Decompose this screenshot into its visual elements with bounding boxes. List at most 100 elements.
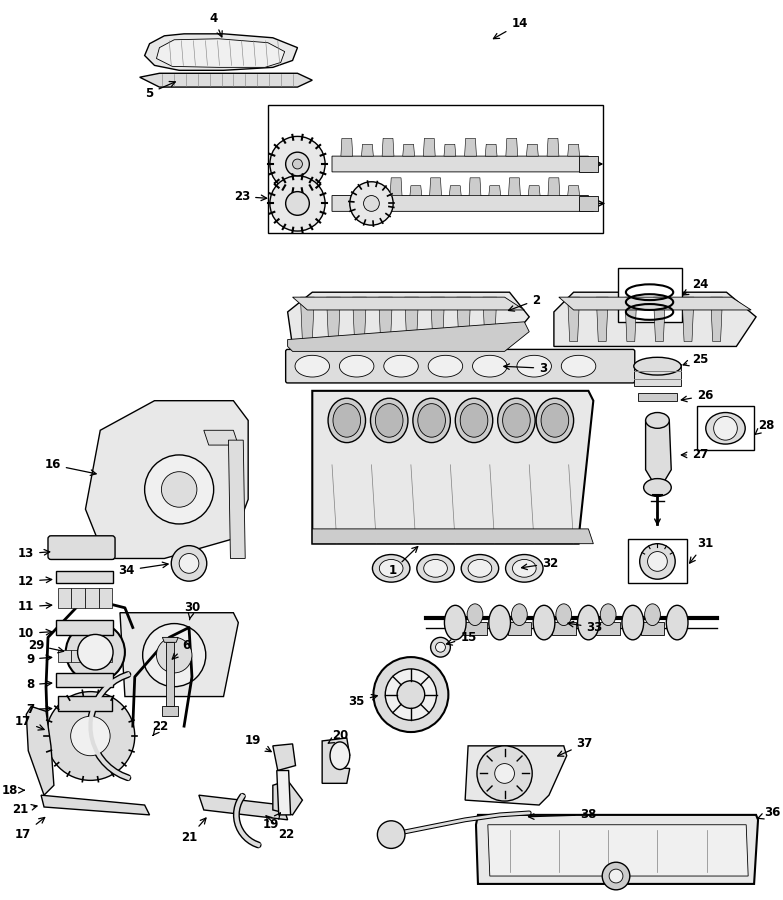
Ellipse shape: [460, 403, 488, 437]
Text: 1: 1: [389, 546, 418, 577]
Polygon shape: [431, 297, 445, 341]
Ellipse shape: [339, 356, 374, 377]
Polygon shape: [272, 780, 302, 814]
Ellipse shape: [370, 398, 408, 443]
Ellipse shape: [472, 356, 507, 377]
Ellipse shape: [498, 398, 535, 443]
Polygon shape: [568, 297, 579, 341]
Polygon shape: [379, 297, 392, 341]
FancyBboxPatch shape: [286, 349, 635, 382]
Text: 22: 22: [153, 720, 169, 735]
Polygon shape: [312, 529, 594, 544]
Polygon shape: [464, 139, 476, 156]
Polygon shape: [390, 178, 402, 195]
Circle shape: [145, 454, 214, 524]
Text: 24: 24: [683, 278, 709, 295]
Polygon shape: [157, 39, 285, 68]
Polygon shape: [625, 297, 637, 341]
Polygon shape: [654, 297, 666, 341]
Ellipse shape: [561, 356, 596, 377]
Text: 33: 33: [568, 621, 603, 634]
Circle shape: [350, 182, 393, 225]
Circle shape: [46, 691, 135, 780]
Text: 12: 12: [18, 575, 52, 588]
Text: 6: 6: [172, 639, 190, 659]
Text: 9: 9: [26, 652, 52, 666]
Text: 14: 14: [493, 17, 528, 39]
Circle shape: [648, 552, 667, 572]
Polygon shape: [341, 139, 352, 156]
Polygon shape: [166, 643, 174, 707]
Ellipse shape: [330, 742, 350, 769]
Ellipse shape: [417, 554, 454, 582]
Polygon shape: [58, 696, 112, 711]
Circle shape: [477, 746, 532, 801]
Ellipse shape: [541, 403, 568, 437]
Polygon shape: [120, 613, 238, 697]
Circle shape: [435, 643, 446, 652]
Polygon shape: [405, 297, 418, 341]
Text: 17: 17: [15, 715, 44, 730]
Polygon shape: [568, 185, 579, 195]
Text: 28: 28: [755, 418, 774, 435]
Polygon shape: [465, 746, 567, 805]
Polygon shape: [71, 588, 85, 608]
Polygon shape: [469, 178, 481, 195]
Ellipse shape: [467, 604, 483, 626]
Ellipse shape: [644, 604, 660, 626]
Polygon shape: [444, 144, 456, 156]
Ellipse shape: [633, 357, 681, 375]
Ellipse shape: [601, 604, 616, 626]
Ellipse shape: [468, 560, 492, 577]
Polygon shape: [711, 297, 723, 341]
Ellipse shape: [379, 560, 403, 577]
Text: 7: 7: [26, 703, 52, 716]
Text: 32: 32: [521, 557, 558, 570]
Polygon shape: [489, 185, 500, 195]
Polygon shape: [410, 185, 422, 195]
Text: 22: 22: [266, 815, 294, 842]
Circle shape: [286, 152, 309, 176]
Circle shape: [66, 623, 125, 682]
Text: 21: 21: [181, 818, 206, 844]
Ellipse shape: [461, 554, 499, 582]
FancyBboxPatch shape: [48, 536, 115, 560]
Ellipse shape: [705, 412, 745, 444]
Ellipse shape: [666, 606, 688, 640]
Text: 23: 23: [234, 190, 267, 203]
Polygon shape: [99, 588, 112, 608]
Circle shape: [161, 472, 197, 508]
Polygon shape: [301, 297, 314, 341]
Circle shape: [363, 195, 379, 212]
Bar: [464, 622, 487, 635]
Text: 5: 5: [146, 82, 175, 100]
Polygon shape: [276, 770, 290, 814]
Ellipse shape: [622, 606, 644, 640]
Text: 30: 30: [184, 601, 200, 620]
Polygon shape: [56, 572, 113, 583]
Polygon shape: [85, 650, 99, 662]
Circle shape: [377, 821, 405, 849]
Text: 27: 27: [681, 448, 708, 462]
Polygon shape: [272, 744, 295, 770]
Text: 21: 21: [12, 804, 37, 816]
Polygon shape: [332, 156, 594, 172]
Ellipse shape: [536, 398, 574, 443]
Polygon shape: [526, 144, 538, 156]
Ellipse shape: [424, 560, 447, 577]
Circle shape: [143, 624, 206, 687]
Circle shape: [286, 192, 309, 215]
Ellipse shape: [295, 356, 330, 377]
Polygon shape: [547, 139, 559, 156]
Polygon shape: [449, 185, 461, 195]
Text: 19: 19: [244, 734, 271, 752]
Bar: [597, 622, 620, 635]
Ellipse shape: [384, 356, 418, 377]
Circle shape: [385, 669, 437, 720]
Ellipse shape: [375, 403, 403, 437]
Bar: [552, 622, 576, 635]
Ellipse shape: [646, 412, 669, 428]
Polygon shape: [332, 195, 594, 212]
Circle shape: [495, 763, 514, 783]
Text: 17: 17: [15, 817, 45, 842]
